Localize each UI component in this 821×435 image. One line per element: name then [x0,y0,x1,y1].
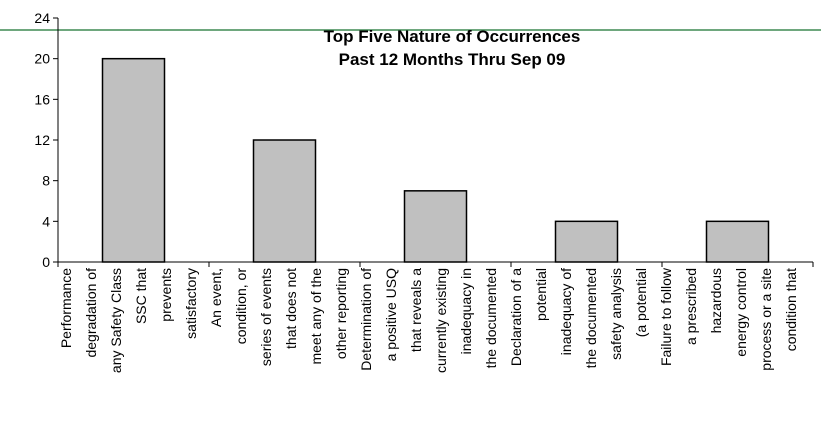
x-tick-label: degradation of [83,268,99,358]
x-tick-label: potential [533,268,549,321]
x-tick-label: currently existing [433,268,449,373]
x-tick-label: Failure to follow [658,267,674,366]
y-tick-label: 12 [34,132,50,148]
y-tick-label: 8 [42,173,50,189]
x-tick-label: a positive USQ [383,268,399,361]
x-tick-label: prevents [158,268,174,322]
y-tick-label: 24 [34,10,50,26]
x-tick-label: hazardous [708,268,724,333]
x-tick-label: other reporting [333,268,349,359]
y-tick-label: 16 [34,91,50,107]
bar [252,139,317,263]
x-tick-label: series of events [258,268,274,366]
x-tick-label: SSC that [133,268,149,324]
bar [705,220,770,263]
x-tick-label: safety analysis [608,268,624,360]
x-tick-label: meet any of the [308,268,324,365]
x-tick-label: Performance [58,268,74,348]
y-tick-label: 4 [42,213,50,229]
x-tick-label: inadequacy in [458,268,474,354]
x-tick-label: Declaration of a [508,268,524,366]
bar [101,57,166,263]
x-tick-label: that reveals a [408,268,424,352]
y-tick-label: 0 [42,254,50,270]
bar [554,220,619,263]
x-tick-label: Determination of [358,268,374,371]
x-tick-label: process or a site [758,268,774,371]
chart-title: Top Five Nature of Occurrences [324,27,581,46]
x-tick-label: condition that [783,268,799,351]
x-tick-label: energy control [733,268,749,357]
y-tick-label: 20 [34,51,50,67]
x-tick-label: that does not [283,268,299,349]
x-tick-label: condition, or [233,268,249,345]
x-tick-label: a prescribed [683,268,699,345]
chart-subtitle: Past 12 Months Thru Sep 09 [339,50,566,69]
x-tick-label: the documented [583,268,599,368]
x-tick-label: inadequacy of [558,268,574,355]
x-tick-label: the documented [483,268,499,368]
x-tick-label: (a potential [633,268,649,337]
x-tick-label: An event, [208,268,224,327]
bar [403,190,468,263]
x-tick-label: satisfactory [183,268,199,339]
x-tick-label: any Safety Class [108,268,124,373]
